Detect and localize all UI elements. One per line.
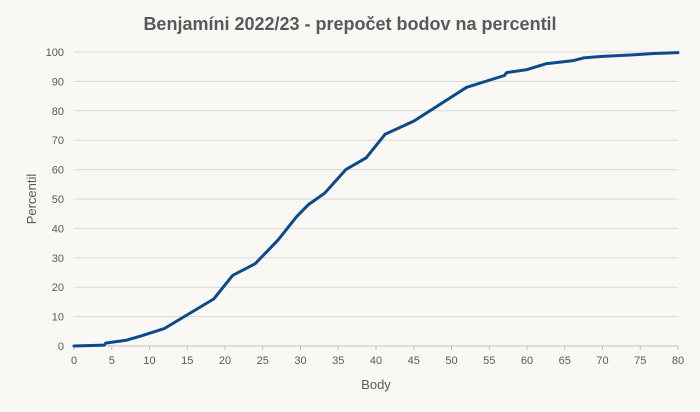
- series-layer: [72, 51, 680, 348]
- x-axis-title: Body: [361, 377, 391, 392]
- gridlines: [74, 51, 678, 347]
- y-tick-label: 20: [52, 282, 64, 294]
- y-tick-label: 40: [52, 223, 64, 235]
- y-axis-title: Percentil: [24, 174, 39, 225]
- y-tick-label: 0: [58, 341, 64, 353]
- y-tick-label: 70: [52, 135, 64, 147]
- y-tick-label: 100: [46, 47, 64, 59]
- x-tick-label: 10: [143, 355, 155, 367]
- x-tick-label: 65: [559, 355, 571, 367]
- y-tick-label: 10: [52, 312, 64, 324]
- x-tick-label: 30: [294, 355, 306, 367]
- x-tick-label: 25: [257, 355, 269, 367]
- x-tick-label: 40: [370, 355, 382, 367]
- x-tick-label: 55: [483, 355, 495, 367]
- x-tick-label: 60: [521, 355, 533, 367]
- y-tick-label: 60: [52, 165, 64, 177]
- x-tick-label: 20: [219, 355, 231, 367]
- x-tick-label: 75: [634, 355, 646, 367]
- x-tick-label: 5: [109, 355, 115, 367]
- x-tick-label: 45: [408, 355, 420, 367]
- x-tick-label: 50: [445, 355, 457, 367]
- x-tick-label: 70: [596, 355, 608, 367]
- x-tick-label: 35: [332, 355, 344, 367]
- x-tick-label: 80: [672, 355, 684, 367]
- axes: 0 10 20 30 40 50 60 70 80 90 100 0 5 10 15 20 25 30 35 40 45…: [46, 47, 684, 367]
- x-tick-label: 15: [181, 355, 193, 367]
- chart-title: Benjamíni 2022/23 - prepočet bodov na pe…: [143, 14, 557, 34]
- y-tick-label: 90: [52, 76, 64, 88]
- x-tick-label: 0: [71, 355, 77, 367]
- y-tick-label: 50: [52, 194, 64, 206]
- y-tick-label: 30: [52, 253, 64, 265]
- series-line: [72, 51, 680, 348]
- y-tick-label: 80: [52, 106, 64, 118]
